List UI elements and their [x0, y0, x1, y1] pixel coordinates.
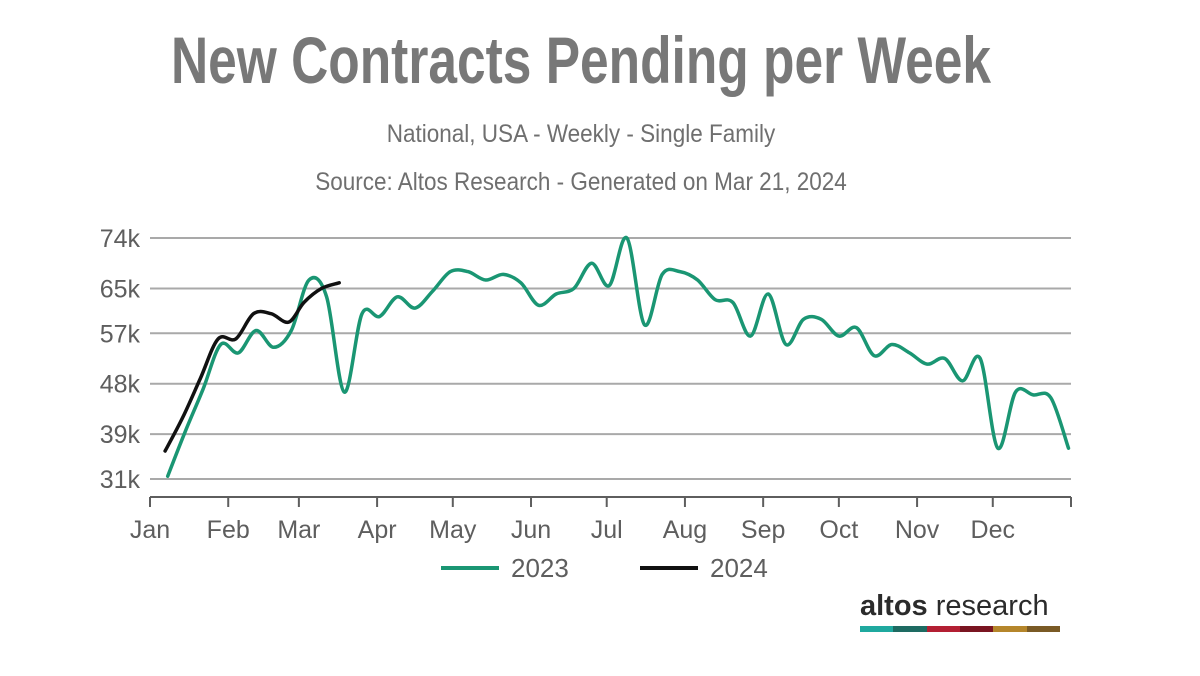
x-tick-label: Mar — [277, 516, 320, 544]
chart-title: New Contracts Pending per Week — [170, 23, 992, 97]
logo-bold: altos — [860, 590, 928, 622]
x-tick-label: Jun — [511, 516, 551, 544]
logo-stripe-segment — [893, 626, 927, 632]
x-tick-label: Jan — [130, 516, 170, 544]
x-tick-label: Dec — [971, 516, 1015, 544]
logo-stripe-segment — [959, 626, 994, 632]
logo-wordmark: altos research — [860, 590, 1049, 623]
grid-lines — [150, 237, 1071, 480]
x-tick-label: Apr — [358, 516, 397, 544]
y-tick-label: 57k — [100, 320, 141, 348]
series-line-2023 — [165, 236, 1071, 478]
x-tick-label: May — [429, 516, 477, 544]
logo-regular: research — [927, 590, 1049, 622]
x-axis: Jan Feb Mar Apr May Jun Jul Aug Sep Oct Nov Dec — [130, 496, 1072, 544]
x-tick-label: Nov — [895, 516, 940, 544]
y-tick-label: 39k — [100, 421, 141, 449]
legend: 2023 2024 — [441, 553, 768, 583]
series-lines — [163, 236, 1071, 478]
x-tick-label: Feb — [207, 516, 250, 544]
chart-subtitle: National, USA - Weekly - Single Family — [386, 120, 776, 148]
x-tick-label: Oct — [819, 516, 858, 544]
y-tick-label: 65k — [100, 275, 141, 303]
chart-source: Source: Altos Research - Generated on Ma… — [315, 168, 847, 196]
logo-stripe — [860, 626, 1060, 632]
logo-stripe-segment — [1026, 626, 1060, 632]
logo-stripe-segment — [860, 626, 894, 632]
y-tick-label: 74k — [100, 225, 141, 253]
y-tick-label: 31k — [100, 466, 141, 494]
y-tick-label: 48k — [100, 371, 141, 399]
series-line-2024 — [163, 281, 341, 453]
legend-label-2023: 2023 — [511, 553, 569, 583]
legend-label-2024: 2024 — [710, 553, 768, 583]
logo-stripe-segment — [926, 626, 960, 632]
x-tick-label: Sep — [741, 516, 785, 544]
x-tick-label: Aug — [663, 516, 707, 544]
altos-research-logo: altos research — [860, 590, 1060, 632]
y-axis-ticks: 31k 39k 48k 57k 65k 74k — [100, 225, 141, 494]
logo-stripe-segment — [993, 626, 1027, 632]
x-tick-label: Jul — [591, 516, 623, 544]
